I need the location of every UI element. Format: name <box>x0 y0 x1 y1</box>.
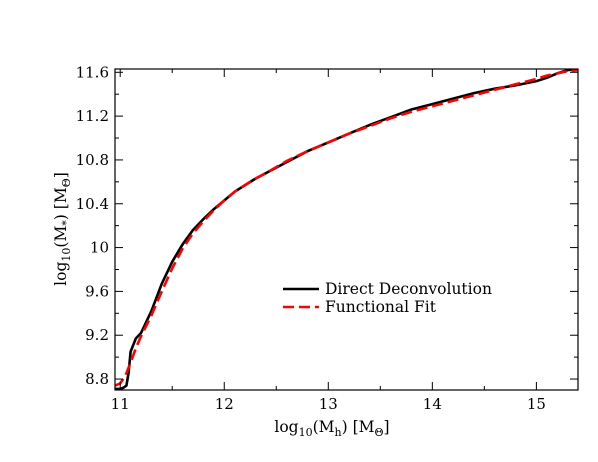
y-tick-label: 11.2 <box>76 107 109 125</box>
y-tick-label: 10.8 <box>76 151 109 169</box>
x-tick-label: 15 <box>527 395 546 413</box>
x-tick-label: 12 <box>215 395 234 413</box>
y-tick-label: 9.6 <box>85 282 109 300</box>
x-axis: 11 12 13 14 15 <box>111 69 546 413</box>
x-tick-label: 11 <box>111 395 130 413</box>
series-line-direct-deconvolution <box>115 69 578 390</box>
y-tick-label: 8.8 <box>85 370 109 388</box>
x-tick-label: 13 <box>319 395 338 413</box>
x-tick-label: 14 <box>423 395 442 413</box>
series-line-functional-fit <box>115 69 578 387</box>
y-tick-label: 11.6 <box>76 63 109 81</box>
y-axis-label: log10(M*) [MΘ] <box>52 172 73 286</box>
x-axis-label: log10(Mh) [MΘ] <box>274 418 389 439</box>
y-tick-label: 9.2 <box>85 326 109 344</box>
y-axis: 8.8 9.2 9.6 10 10.4 10.8 11.2 11.6 <box>76 63 578 388</box>
legend-label-functional-fit: Functional Fit <box>325 298 437 316</box>
y-tick-label: 10 <box>90 239 109 257</box>
y-tick-label: 10.4 <box>76 195 109 213</box>
legend: Direct Deconvolution Functional Fit <box>283 280 492 316</box>
legend-label-direct-deconvolution: Direct Deconvolution <box>325 280 492 298</box>
plot-lines <box>115 69 578 390</box>
plot-frame <box>114 68 579 391</box>
